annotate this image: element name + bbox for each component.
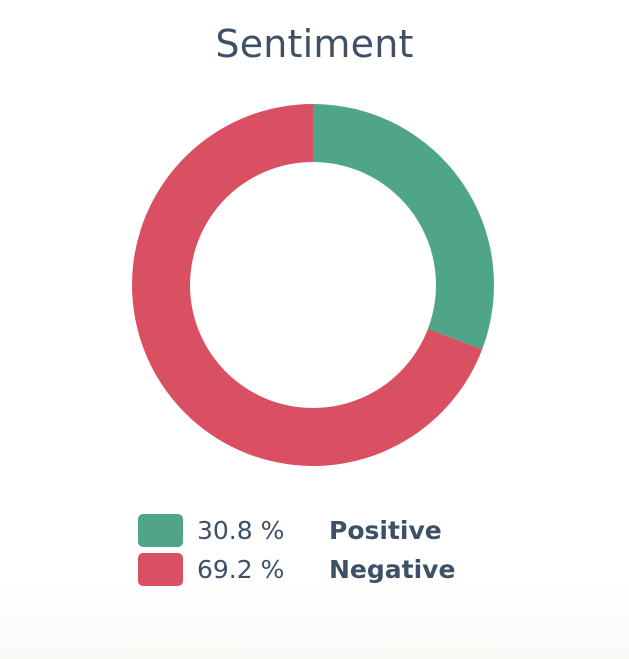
legend-swatch-positive: [138, 514, 183, 547]
chart-title: Sentiment: [215, 22, 414, 66]
donut-slices: [131, 104, 494, 466]
legend-item-negative: 69.2 % Negative: [138, 550, 455, 589]
legend-item-positive: 30.8 % Positive: [138, 511, 442, 550]
legend-label-negative: Negative: [329, 555, 456, 584]
donut-slice-positive: [313, 104, 494, 350]
legend-swatch-negative: [138, 553, 183, 586]
donut-slice-negative: [131, 104, 483, 466]
legend-value-negative: 69.2 %: [197, 555, 285, 584]
legend: 30.8 % Positive 69.2 % Negative: [138, 511, 455, 589]
legend-label-positive: Positive: [329, 516, 442, 545]
legend-value-positive: 30.8 %: [197, 516, 285, 545]
